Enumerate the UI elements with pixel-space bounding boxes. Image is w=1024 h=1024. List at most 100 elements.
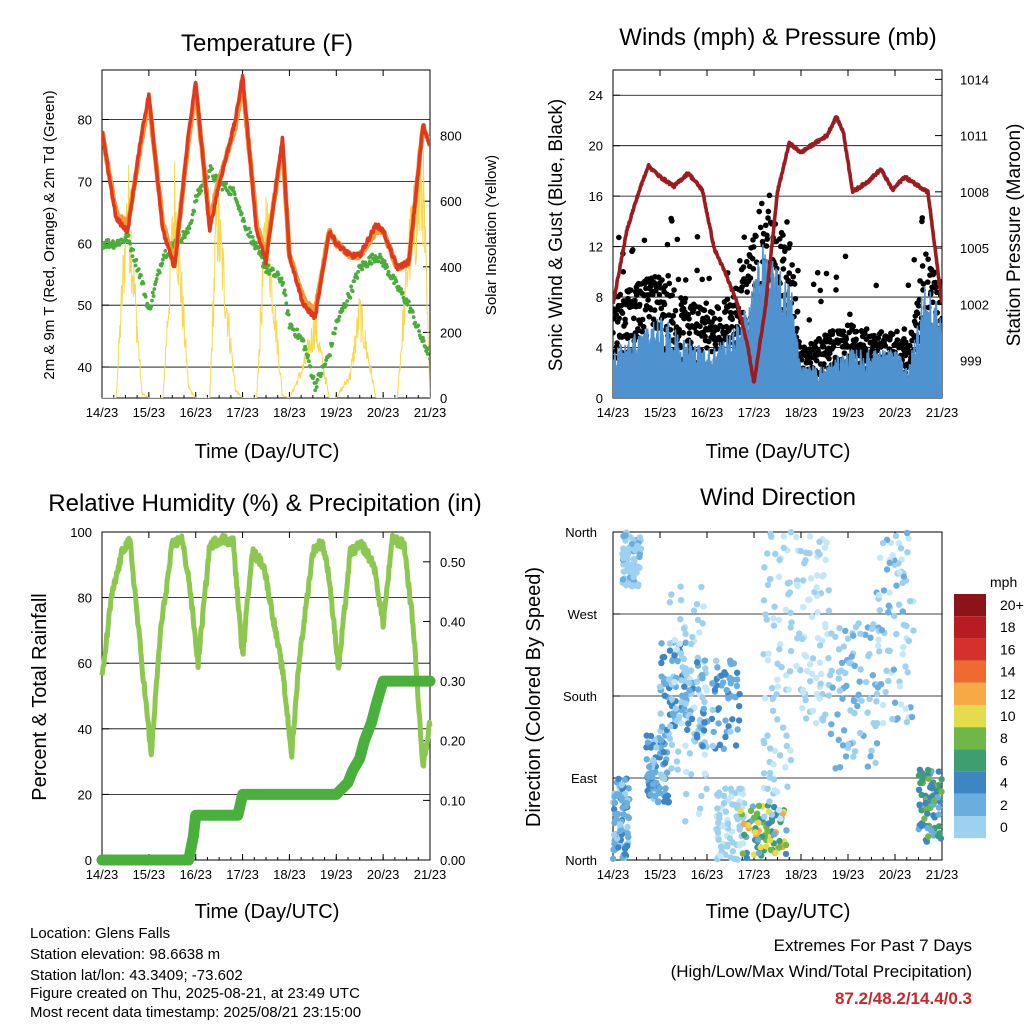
direction-point: [776, 837, 783, 845]
dewpoint-point: [332, 331, 337, 336]
direction-point: [696, 629, 703, 636]
direction-point: [733, 682, 741, 690]
direction-point: [823, 539, 830, 546]
winds-title: Winds (mph) & Pressure (mb): [619, 24, 936, 51]
direction-point: [897, 701, 905, 708]
dewpoint-point: [360, 267, 364, 272]
direction-point: [643, 756, 650, 763]
recent-data-timestamp: Most recent data timestamp: 2025/08/21 2…: [30, 1004, 361, 1021]
direction-point: [883, 667, 890, 674]
direction-point: [701, 657, 709, 664]
direction-point: [657, 737, 665, 744]
direction-point: [864, 763, 872, 770]
direction-point: [843, 682, 850, 690]
gust-point: [680, 330, 686, 336]
gust-point: [701, 307, 708, 314]
gust-point: [863, 326, 870, 332]
direction-point: [873, 690, 881, 698]
direction-point: [850, 697, 858, 705]
direction-point: [825, 692, 833, 699]
direction-point: [764, 785, 771, 792]
gust-point: [873, 282, 879, 289]
legend-swatch: [954, 705, 986, 728]
direction-point: [930, 797, 938, 805]
direction-point: [895, 601, 903, 608]
direction-point: [709, 742, 717, 750]
direction-point: [658, 771, 665, 778]
direction-point: [685, 720, 692, 727]
direction-point: [677, 583, 684, 590]
direction-point: [938, 776, 945, 783]
temperature-xtick-label: 15/23: [133, 405, 166, 420]
direction-point: [782, 841, 790, 849]
direction-ytick-label: South: [563, 689, 597, 704]
direction-point: [674, 766, 681, 773]
dewpoint-point: [386, 269, 391, 274]
direction-point: [709, 680, 716, 687]
dewpoint-point: [370, 252, 375, 257]
gust-point: [669, 292, 676, 299]
direction-point: [879, 539, 887, 547]
direction-point: [702, 665, 709, 672]
direction-point: [902, 705, 910, 712]
direction-point: [903, 718, 911, 726]
gust-point: [613, 330, 616, 336]
direction-point: [819, 715, 827, 722]
gust-point: [628, 332, 635, 339]
direction-point: [787, 609, 794, 616]
direction-point: [666, 599, 674, 606]
gust-point: [932, 279, 939, 286]
gust-point: [875, 335, 882, 341]
gust-point: [686, 316, 692, 322]
gust-point: [911, 256, 918, 263]
gust-point: [664, 241, 671, 248]
direction-point: [634, 582, 642, 590]
temperature-ytick-right-label: 600: [440, 194, 462, 209]
gust-point: [814, 269, 821, 276]
dewpoint-point: [154, 276, 159, 281]
dewpoint-point: [220, 187, 225, 192]
dewpoint-point: [399, 287, 404, 291]
dewpoint-point: [149, 304, 154, 309]
direction-point: [875, 591, 883, 599]
gust-point: [841, 350, 848, 356]
gust-point: [639, 316, 646, 323]
dewpoint-point: [163, 248, 168, 253]
direction-point: [694, 686, 702, 693]
direction-point: [899, 643, 907, 651]
winds-ytick-label: 24: [589, 88, 603, 103]
direction-point: [623, 582, 630, 589]
direction-ylabel: Direction (Colored By Speed): [523, 567, 545, 827]
direction-point: [700, 710, 707, 717]
direction-point: [828, 721, 835, 728]
dewpoint-point: [199, 188, 204, 193]
gust-point: [715, 305, 722, 312]
winds-xlabel: Time (Day/UTC): [706, 441, 851, 463]
gust-point: [640, 324, 647, 330]
direction-point: [636, 550, 644, 558]
winds-ylabel: Sonic Wind & Gust (Blue, Black): [546, 99, 567, 371]
dewpoint-point: [152, 287, 157, 291]
direction-point: [774, 660, 781, 667]
gust-point: [658, 305, 665, 312]
dewpoint-point: [231, 186, 236, 190]
direction-point: [775, 844, 783, 851]
dewpoint-point: [337, 314, 342, 319]
direction-point: [788, 619, 795, 626]
gust-point: [833, 287, 839, 293]
dewpoint-point: [130, 254, 135, 259]
legend-label: 12: [1000, 686, 1016, 702]
direction-point: [770, 615, 777, 622]
winds-ytick-right-label: 1011: [960, 129, 988, 144]
direction-point: [628, 540, 636, 548]
gust-point: [650, 291, 656, 298]
humidity-title: Relative Humidity (%) & Precipitation (i…: [48, 490, 481, 517]
direction-point: [668, 741, 676, 749]
direction-point: [664, 792, 672, 800]
direction-point: [682, 768, 690, 776]
direction-point: [755, 849, 763, 857]
dewpoint-point: [306, 353, 311, 358]
direction-point: [666, 723, 674, 730]
direction-point: [856, 729, 864, 737]
gust-point: [741, 276, 747, 282]
